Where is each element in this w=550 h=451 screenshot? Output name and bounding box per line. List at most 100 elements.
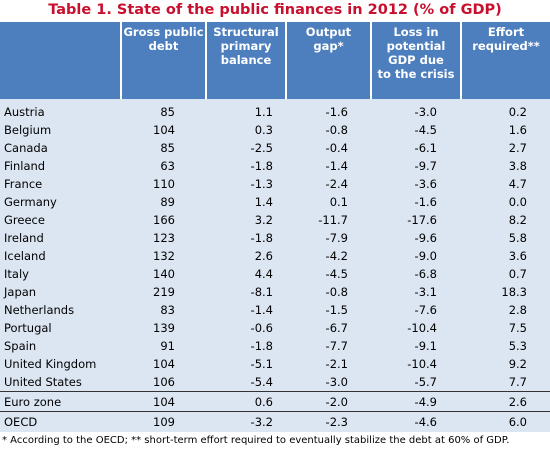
row-label: Spain — [0, 337, 120, 355]
cell: 109 — [120, 411, 205, 432]
cell: 89 — [120, 193, 205, 211]
cell: -1.8 — [205, 229, 285, 247]
table-row: Austria 85 1.1 -1.6 -3.0 0.2 — [0, 99, 550, 121]
cell: -3.2 — [205, 411, 285, 432]
cell: 0.0 — [460, 193, 550, 211]
cell: -3.0 — [370, 99, 460, 121]
cell: -7.9 — [285, 229, 370, 247]
cell: 0.7 — [460, 265, 550, 283]
cell: 104 — [120, 121, 205, 139]
cell: -1.8 — [205, 337, 285, 355]
cell: -9.7 — [370, 157, 460, 175]
cell: -1.6 — [285, 99, 370, 121]
cell: 2.6 — [460, 391, 550, 411]
table-row: Spain 91 -1.8 -7.7 -9.1 5.3 — [0, 337, 550, 355]
cell: -1.3 — [205, 175, 285, 193]
cell: 132 — [120, 247, 205, 265]
row-label: Belgium — [0, 121, 120, 139]
cell: 219 — [120, 283, 205, 301]
cell: 18.3 — [460, 283, 550, 301]
table-row: Japan 219 -8.1 -0.8 -3.1 18.3 — [0, 283, 550, 301]
header-line: to the crisis — [377, 67, 455, 81]
header-line: Loss in — [393, 25, 439, 39]
header-line: required** — [472, 39, 540, 53]
cell: 0.2 — [460, 99, 550, 121]
header-cell: Effort required** — [460, 22, 550, 99]
header-cell: Structural primary balance — [205, 22, 285, 99]
cell: -7.6 — [370, 301, 460, 319]
data-table: Gross public debt Structural primary balance… — [0, 22, 550, 432]
row-label: Greece — [0, 211, 120, 229]
cell: -10.4 — [370, 355, 460, 373]
cell: -6.1 — [370, 139, 460, 157]
cell: 123 — [120, 229, 205, 247]
cell: -5.7 — [370, 373, 460, 391]
row-label: France — [0, 175, 120, 193]
header-cell — [0, 22, 120, 99]
header-cell: Output gap* — [285, 22, 370, 99]
cell: -3.0 — [285, 373, 370, 391]
cell: 3.6 — [460, 247, 550, 265]
table-row: Germany 89 1.4 0.1 -1.6 0.0 — [0, 193, 550, 211]
cell: -5.1 — [205, 355, 285, 373]
header-line: primary — [220, 39, 272, 53]
header-line: debt — [148, 39, 179, 53]
cell: 104 — [120, 355, 205, 373]
cell: 1.1 — [205, 99, 285, 121]
table-row: Greece 166 3.2 -11.7 -17.6 8.2 — [0, 211, 550, 229]
cell: -4.2 — [285, 247, 370, 265]
row-label: Iceland — [0, 247, 120, 265]
cell: 91 — [120, 337, 205, 355]
row-label: Canada — [0, 139, 120, 157]
cell: 1.4 — [205, 193, 285, 211]
table-row: Netherlands 83 -1.4 -1.5 -7.6 2.8 — [0, 301, 550, 319]
header-cell: Gross public debt — [120, 22, 205, 99]
cell: -9.0 — [370, 247, 460, 265]
header-line: Effort — [487, 25, 525, 39]
cell: -0.8 — [285, 283, 370, 301]
row-label: United Kingdom — [0, 355, 120, 373]
cell: -1.8 — [205, 157, 285, 175]
cell: -3.6 — [370, 175, 460, 193]
header-row: Gross public debt Structural primary balance… — [0, 22, 550, 99]
cell: -2.5 — [205, 139, 285, 157]
cell: 85 — [120, 139, 205, 157]
cell: 9.2 — [460, 355, 550, 373]
cell: 83 — [120, 301, 205, 319]
cell: -3.1 — [370, 283, 460, 301]
cell: -1.5 — [285, 301, 370, 319]
cell: 63 — [120, 157, 205, 175]
cell: -1.6 — [370, 193, 460, 211]
cell: 5.3 — [460, 337, 550, 355]
cell: -4.5 — [285, 265, 370, 283]
cell: -4.9 — [370, 391, 460, 411]
cell: -10.4 — [370, 319, 460, 337]
footnote: * According to the OECD; ** short-term e… — [2, 435, 510, 446]
row-label: Japan — [0, 283, 120, 301]
cell: 140 — [120, 265, 205, 283]
row-label: Portugal — [0, 319, 120, 337]
cell: -2.3 — [285, 411, 370, 432]
table-body: Austria 85 1.1 -1.6 -3.0 0.2 Belgium 104 0.3 -0.8… — [0, 99, 550, 432]
cell: -0.4 — [285, 139, 370, 157]
row-label: Germany — [0, 193, 120, 211]
cell: -2.0 — [285, 391, 370, 411]
cell: -6.8 — [370, 265, 460, 283]
row-label: Euro zone — [0, 391, 120, 411]
cell: 139 — [120, 319, 205, 337]
header-line: Output — [305, 25, 352, 39]
cell: 85 — [120, 99, 205, 121]
cell: 3.8 — [460, 157, 550, 175]
cell: -2.4 — [285, 175, 370, 193]
table-row: Ireland 123 -1.8 -7.9 -9.6 5.8 — [0, 229, 550, 247]
row-label: Italy — [0, 265, 120, 283]
header-line: GDP due — [388, 53, 444, 67]
header-line: balance — [220, 53, 272, 67]
cell: 6.0 — [460, 411, 550, 432]
cell: 2.7 — [460, 139, 550, 157]
cell: 7.7 — [460, 373, 550, 391]
cell: 8.2 — [460, 211, 550, 229]
table-row: France 110 -1.3 -2.4 -3.6 4.7 — [0, 175, 550, 193]
cell: -11.7 — [285, 211, 370, 229]
